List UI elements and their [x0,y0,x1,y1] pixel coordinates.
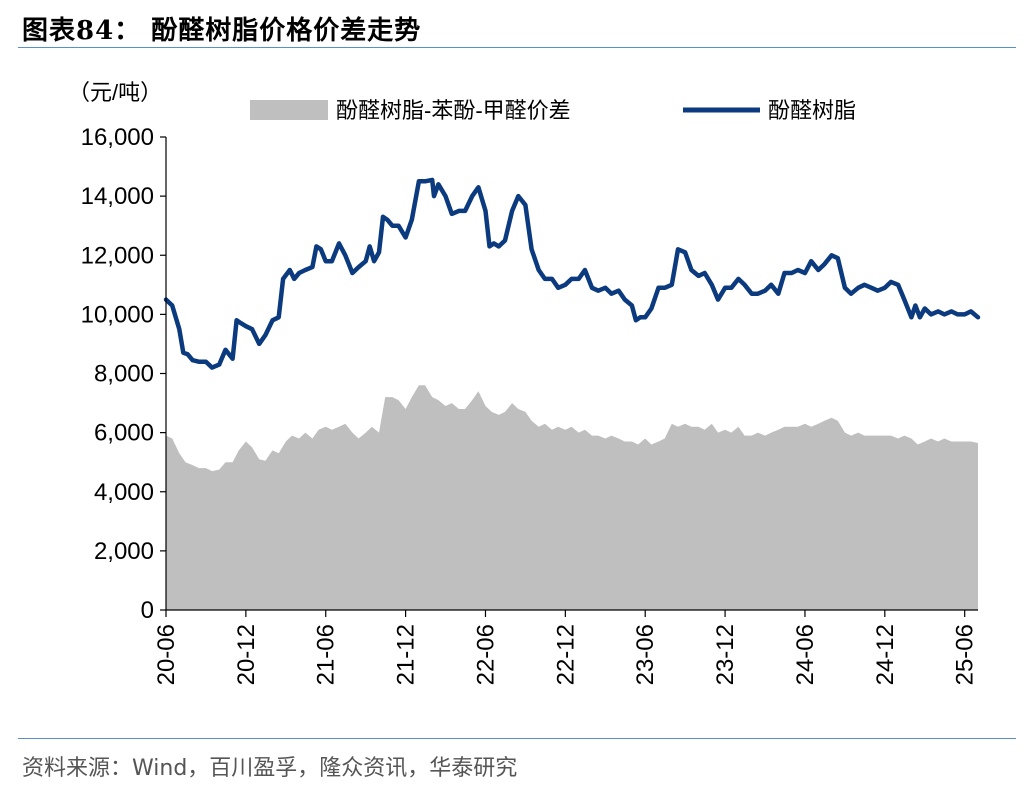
price-line-layer [163,177,981,370]
x-tick-label: 20-06 [153,624,180,685]
legend-swatch-spread [250,100,328,120]
x-tick-label: 21-12 [393,624,420,685]
y-tick-label: 16,000 [81,124,154,151]
y-tick-label: 4,000 [94,479,154,506]
x-tick-label: 24-06 [792,624,819,685]
x-tick-label: 23-06 [632,624,659,685]
spread-area-layer [166,385,978,610]
legend: 酚醛树脂-苯酚-甲醛价差 酚醛树脂 [250,98,856,123]
legend-label-price: 酚醛树脂 [768,98,856,123]
figure-title: 图表84： 酚醛树脂价格价差走势 [22,16,422,46]
y-tick-label: 14,000 [81,183,154,210]
price-line [163,177,981,370]
x-tick-label: 23-12 [712,624,739,685]
x-tick-label: 25-06 [952,624,979,685]
y-tick-label: 10,000 [81,301,154,328]
top-rule [18,47,1016,48]
axes: 0 2,000 4,000 6,000 8,000 10,000 12,000 14,000 1… [81,124,979,685]
chart-area: 0 2,000 4,000 6,000 8,000 10,000 12,000 14,000 1… [68,80,981,685]
unit-label: （元/吨） [68,80,162,105]
x-tick-label: 21-06 [313,624,340,685]
y-tick-label: 8,000 [94,361,154,388]
y-tick-label: 6,000 [94,420,154,447]
source-note: 资料来源：Wind，百川盈孚，隆众资讯，华泰研究 [22,756,518,781]
bottom-rule [18,738,1016,739]
x-tick-label: 22-12 [552,624,579,685]
y-tick-label: 12,000 [81,242,154,269]
y-tick-label: 0 [141,597,154,624]
y-tick-label: 2,000 [94,538,154,565]
x-tick-label: 22-06 [472,624,499,685]
x-tick-label: 20-12 [233,624,260,685]
spread-area [166,385,978,610]
x-tick-label: 24-12 [872,624,899,685]
legend-label-spread: 酚醛树脂-苯酚-甲醛价差 [336,98,571,123]
